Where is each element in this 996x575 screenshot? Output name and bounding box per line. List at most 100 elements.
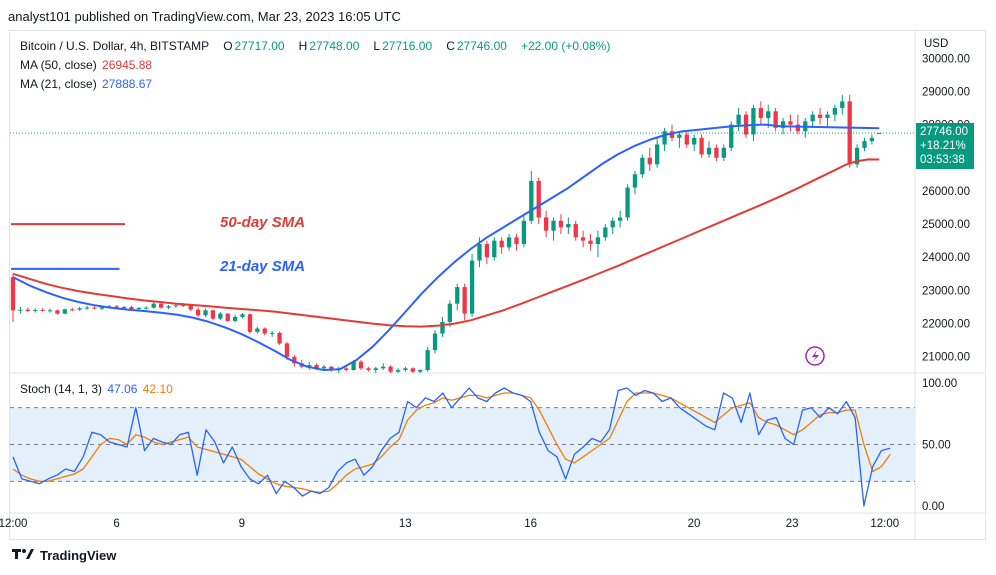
price-tick-label: 21000.00 bbox=[922, 352, 970, 364]
candle-body bbox=[647, 157, 652, 165]
candle-body bbox=[773, 111, 778, 128]
candle-body bbox=[166, 306, 171, 308]
candle-body bbox=[566, 224, 571, 228]
candle-body bbox=[84, 307, 90, 309]
candle-body bbox=[203, 310, 208, 316]
candle-body bbox=[573, 224, 578, 238]
candle-body bbox=[255, 328, 260, 332]
candle-body bbox=[455, 287, 460, 304]
candle-body bbox=[721, 147, 726, 158]
candle-body bbox=[240, 314, 245, 317]
publish-line: analyst101 published on TradingView.com,… bbox=[8, 9, 401, 24]
candle-body bbox=[462, 287, 467, 314]
stoch-tick-label: 100.00 bbox=[922, 378, 957, 390]
change-value: +22.00 (+0.08%) bbox=[520, 39, 611, 53]
candle-body bbox=[47, 310, 53, 312]
candle-body bbox=[492, 240, 497, 258]
candle-body bbox=[158, 303, 164, 308]
price-tag-countdown: 03:53:38 bbox=[920, 154, 965, 166]
candle-body bbox=[832, 108, 838, 115]
ma21-label: MA (21, close) bbox=[20, 77, 97, 91]
candle-body bbox=[447, 303, 453, 322]
stoch-k-value: 47.06 bbox=[107, 382, 138, 396]
candle-body bbox=[403, 368, 408, 370]
candle-body bbox=[62, 309, 67, 314]
candle-body bbox=[580, 237, 586, 241]
candle-body bbox=[232, 316, 238, 321]
tradingview-logo-icon bbox=[12, 547, 34, 563]
candle-body bbox=[766, 111, 771, 118]
candle-body bbox=[610, 220, 615, 228]
candle-body bbox=[321, 366, 327, 369]
candle-body bbox=[173, 305, 179, 307]
candle-body bbox=[210, 310, 216, 319]
candle-body bbox=[618, 217, 623, 221]
currency-label[interactable]: USD bbox=[924, 38, 949, 50]
price-tick-label: 23000.00 bbox=[922, 285, 970, 297]
candle-body bbox=[425, 350, 430, 370]
candle-body bbox=[521, 220, 527, 244]
candle-body bbox=[551, 220, 556, 231]
price-tag-change: +18.21% bbox=[920, 140, 966, 152]
candle-body bbox=[366, 368, 371, 370]
candle-body bbox=[129, 306, 134, 309]
time-tick-label: 12:00 bbox=[0, 518, 27, 530]
candle-body bbox=[825, 114, 830, 118]
ma21-legend[interactable]: MA (21, close) 27888.67 bbox=[20, 77, 154, 91]
candle-body bbox=[307, 365, 312, 367]
price-tick-label: 26000.00 bbox=[922, 186, 970, 198]
time-tick-label: 23 bbox=[786, 518, 799, 530]
high-label: H bbox=[298, 39, 308, 53]
candle-body bbox=[862, 141, 867, 148]
lightning-icon bbox=[805, 346, 825, 366]
candle-body bbox=[33, 309, 38, 311]
low-label: L bbox=[373, 39, 381, 53]
close-label: C bbox=[446, 39, 455, 53]
candle-body bbox=[692, 137, 697, 145]
candle-body bbox=[677, 134, 682, 138]
candle-body bbox=[780, 121, 786, 128]
candle-body bbox=[40, 309, 45, 311]
candle-body bbox=[195, 309, 201, 316]
candle-body bbox=[684, 134, 689, 145]
price-tick-label: 29000.00 bbox=[922, 86, 970, 98]
candle-body bbox=[329, 366, 334, 370]
candle-body bbox=[388, 366, 393, 372]
open-label: O bbox=[223, 39, 233, 53]
candle-body bbox=[847, 101, 852, 165]
time-tick-label: 20 bbox=[688, 518, 701, 530]
candle-body bbox=[655, 144, 660, 165]
price-tick-label: 30000.00 bbox=[922, 53, 970, 65]
candle-body bbox=[469, 260, 475, 314]
footer-brand[interactable]: TradingView bbox=[12, 547, 116, 563]
price-tag: 27746.00 +18.21% 03:53:38 bbox=[916, 123, 974, 169]
price-tick-label: 24000.00 bbox=[922, 252, 970, 264]
candle-body bbox=[506, 237, 512, 248]
candle-body bbox=[640, 157, 645, 175]
candle-body bbox=[810, 114, 815, 122]
candle-body bbox=[270, 332, 275, 334]
candle-body bbox=[662, 131, 667, 145]
candle-body bbox=[603, 227, 608, 238]
stoch-tick-label: 50.00 bbox=[922, 440, 951, 452]
time-tick-label: 6 bbox=[113, 518, 119, 530]
candle-body bbox=[151, 303, 156, 308]
candle-body bbox=[595, 237, 601, 244]
stoch-legend[interactable]: Stoch (14, 1, 3) 47.06 42.10 bbox=[20, 382, 175, 396]
candle-body bbox=[588, 240, 593, 244]
ma50-label: MA (50, close) bbox=[20, 58, 97, 72]
ma50-legend[interactable]: MA (50, close) 26945.88 bbox=[20, 58, 154, 72]
candle-body bbox=[99, 307, 105, 309]
candle-body bbox=[181, 305, 186, 306]
footer-brand-text: TradingView bbox=[40, 547, 117, 563]
candle-body bbox=[373, 368, 378, 370]
time-tick-label: 9 bbox=[239, 518, 245, 530]
high-value: 27748.00 bbox=[309, 39, 360, 53]
symbol-title[interactable]: Bitcoin / U.S. Dollar, 4h, BITSTAMP bbox=[20, 39, 210, 53]
candle-body bbox=[277, 332, 282, 344]
candle-body bbox=[247, 314, 253, 332]
candle-body bbox=[788, 121, 793, 125]
candle-body bbox=[699, 137, 704, 155]
candle-body bbox=[92, 307, 97, 309]
candle-body bbox=[558, 220, 564, 228]
